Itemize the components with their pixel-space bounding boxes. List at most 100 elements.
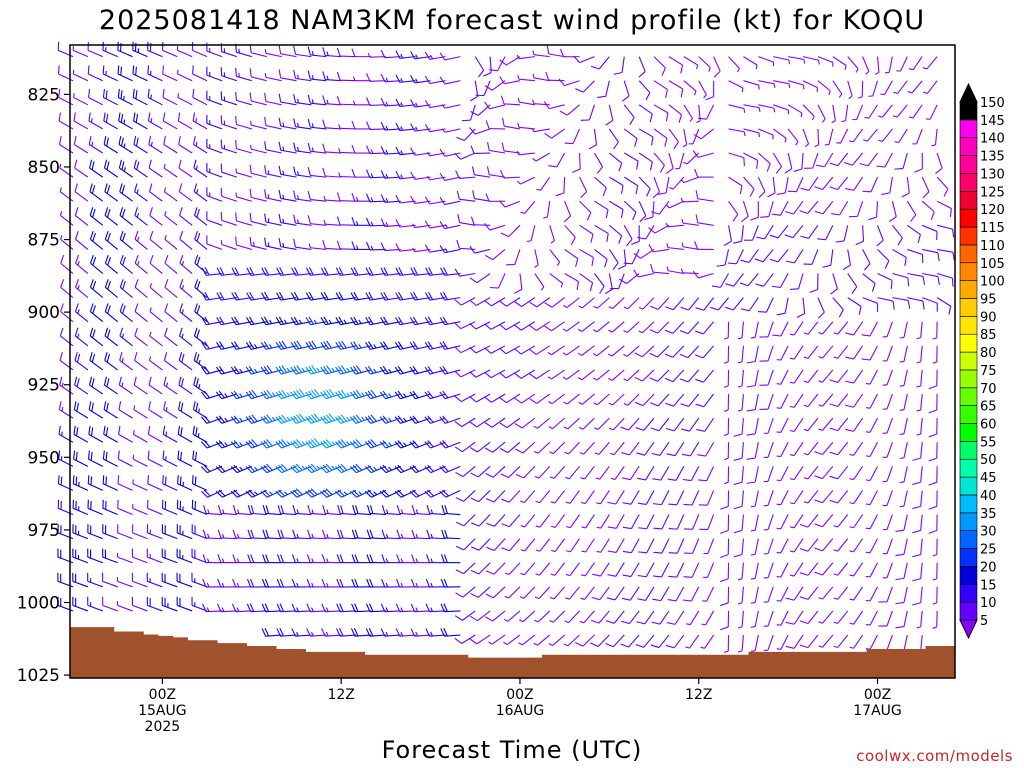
wind-barb	[366, 73, 386, 82]
wind-barb	[763, 417, 774, 434]
wind-barb	[617, 249, 627, 270]
wind-barb	[814, 200, 834, 215]
wind-barb	[194, 255, 208, 274]
wind-barb	[457, 214, 476, 226]
wind-barb	[484, 369, 506, 379]
wind-barb	[380, 97, 401, 107]
wind-barb	[394, 390, 416, 400]
wind-barb	[89, 376, 104, 395]
wind-barb	[651, 200, 670, 215]
wind-barb	[746, 466, 759, 484]
wind-barb	[581, 562, 595, 577]
wind-barb	[520, 200, 536, 215]
wind-barb	[220, 163, 238, 178]
wind-barb	[336, 95, 357, 106]
wind-barb	[912, 490, 923, 510]
wind-barb	[439, 221, 461, 230]
wind-barb	[623, 200, 637, 221]
wind-barb	[750, 562, 759, 580]
wind-barb	[500, 170, 520, 179]
wind-barb	[191, 596, 208, 612]
x-tick-label: 00Z	[506, 687, 533, 703]
wind-barb	[733, 418, 744, 437]
wind-barb	[776, 538, 789, 554]
wind-barb	[395, 195, 416, 204]
wind-barb	[320, 388, 342, 400]
wind-barb	[829, 393, 849, 408]
wind-barb	[305, 388, 327, 400]
wind-barb	[351, 529, 371, 540]
wind-barb	[928, 418, 938, 438]
wind-barb	[102, 65, 118, 82]
wind-barb	[277, 529, 297, 540]
wind-barb	[682, 466, 700, 482]
wind-barb	[741, 201, 749, 223]
wind-barb	[134, 279, 148, 299]
wind-barb	[666, 610, 685, 625]
wind-barb	[833, 321, 849, 335]
wind-barb	[485, 562, 506, 575]
wind-barb	[75, 279, 89, 299]
wind-barb	[262, 554, 282, 564]
wind-barb	[381, 529, 401, 540]
wind-barb	[882, 562, 893, 579]
colorbar-label: 135	[980, 150, 1005, 165]
wind-barb	[882, 538, 893, 555]
wind-barb	[817, 297, 825, 319]
wind-barb	[605, 104, 614, 126]
wind-barb	[75, 255, 89, 274]
y-tick-label: 1025	[17, 666, 60, 686]
wind-barb	[133, 112, 148, 130]
wind-barb	[350, 267, 372, 276]
wind-barb	[759, 321, 774, 338]
wind-barb	[750, 586, 759, 604]
wind-barb	[454, 152, 476, 160]
wind-barb	[549, 610, 566, 623]
wind-barb	[132, 430, 148, 443]
wind-barb	[743, 56, 758, 70]
wind-barb	[746, 345, 759, 364]
wind-barb	[623, 297, 640, 310]
wind-barb	[395, 219, 416, 228]
wind-barb	[74, 231, 89, 250]
wind-barb	[649, 369, 670, 382]
wind-barb	[426, 554, 446, 564]
wind-barb	[470, 586, 491, 598]
wind-barb	[621, 610, 640, 625]
wind-barb	[352, 76, 371, 82]
wind-barb	[803, 249, 819, 265]
wind-barb	[592, 345, 610, 357]
wind-barb	[634, 369, 655, 382]
wind-barb	[776, 586, 789, 602]
wind-barb	[178, 376, 193, 395]
wind-barb	[230, 489, 253, 498]
wind-barb	[665, 393, 685, 407]
wind-barb	[307, 529, 327, 540]
colorbar-label: 150	[980, 96, 1005, 111]
wind-barb	[776, 490, 789, 506]
wind-barb	[737, 369, 744, 388]
wind-barb	[307, 142, 327, 154]
wind-barb	[499, 321, 521, 331]
wind-barb	[789, 514, 804, 529]
wind-barb	[504, 586, 521, 599]
wind-barb	[471, 166, 491, 178]
wind-barb	[685, 634, 700, 649]
wind-barb	[907, 248, 924, 264]
wind-barb	[789, 417, 804, 432]
y-tick-label: 825	[28, 85, 60, 105]
wind-barb	[895, 514, 908, 532]
wind-barb	[868, 201, 879, 221]
wind-barb	[515, 441, 536, 454]
wind-barb	[832, 80, 843, 98]
wind-barb	[178, 136, 193, 154]
wind-barb	[264, 165, 282, 178]
wind-barb	[320, 463, 342, 474]
wind-barb	[912, 562, 923, 582]
wind-barb	[697, 104, 715, 120]
colorbar-cell	[959, 101, 978, 121]
wind-barb	[621, 586, 640, 601]
x-tick-label: 17AUG	[853, 703, 902, 719]
wind-barb	[249, 212, 267, 226]
wind-barb	[928, 369, 938, 390]
